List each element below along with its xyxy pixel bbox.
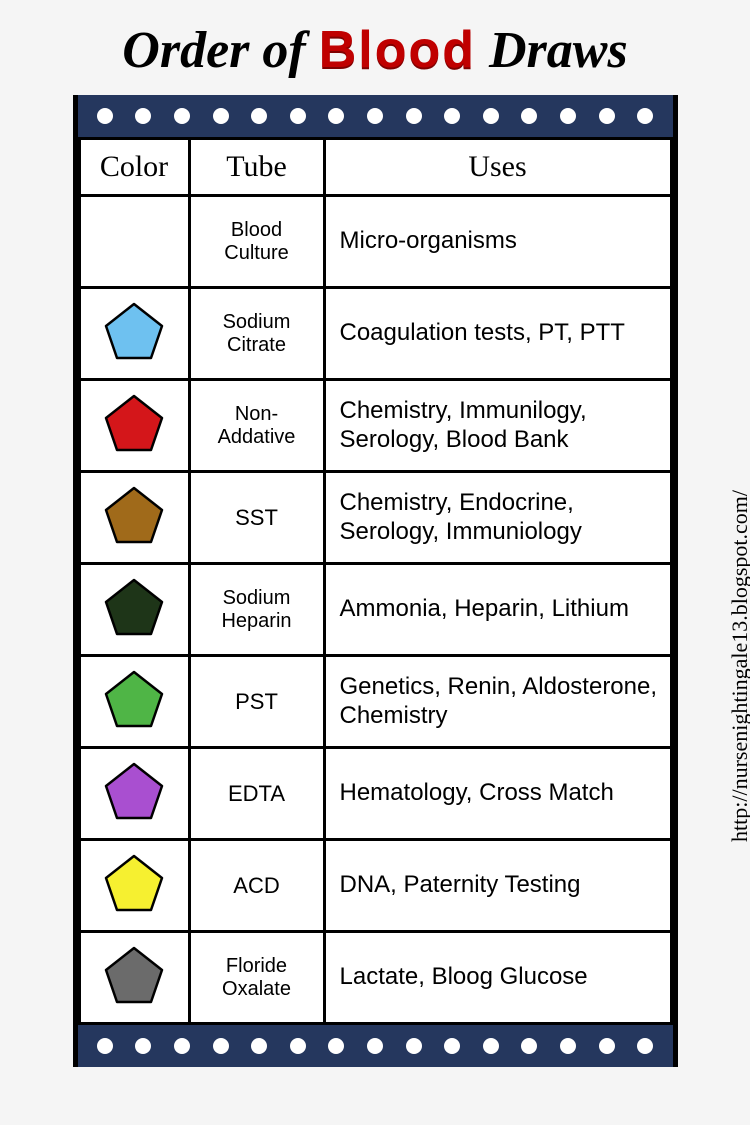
film-dot	[637, 1038, 653, 1054]
film-dot	[135, 108, 151, 124]
film-dot	[406, 108, 422, 124]
uses-cell: DNA, Paternity Testing	[324, 840, 671, 932]
film-dot	[97, 108, 113, 124]
pentagon-icon	[102, 392, 166, 454]
film-dot	[290, 1038, 306, 1054]
table-row: Floride Oxalate Lactate, Bloog Glucose	[79, 932, 671, 1024]
film-dot	[174, 108, 190, 124]
film-dot	[483, 108, 499, 124]
pentagon-icon	[102, 760, 166, 822]
film-strip-top	[78, 95, 673, 137]
title-part2: Draws	[476, 22, 628, 79]
film-dot	[290, 108, 306, 124]
tube-cell: ACD	[189, 840, 324, 932]
pentagon-icon	[102, 668, 166, 730]
film-dot	[560, 108, 576, 124]
tube-cell: SST	[189, 472, 324, 564]
film-dot	[174, 1038, 190, 1054]
uses-cell: Genetics, Renin, Aldosterone, Chemistry	[324, 656, 671, 748]
film-dot	[97, 1038, 113, 1054]
uses-cell: Ammonia, Heparin, Lithium	[324, 564, 671, 656]
film-dot	[213, 1038, 229, 1054]
table-row: ACD DNA, Paternity Testing	[79, 840, 671, 932]
film-dot	[444, 108, 460, 124]
film-dot	[444, 1038, 460, 1054]
table-row: Blood Culture Micro-organisms	[79, 196, 671, 288]
uses-cell: Chemistry, Immunilogy, Serology, Blood B…	[324, 380, 671, 472]
title-part1: Order of	[122, 22, 318, 79]
film-dot	[251, 108, 267, 124]
table-row: EDTA Hematology, Cross Match	[79, 748, 671, 840]
film-dot	[560, 1038, 576, 1054]
blood-draw-table: Color Tube Uses Blood Culture Micro-orga…	[78, 137, 673, 1025]
table-row: SST Chemistry, Endocrine, Serology, Immu…	[79, 472, 671, 564]
uses-cell: Coagulation tests, PT, PTT	[324, 288, 671, 380]
uses-cell: Chemistry, Endocrine, Serology, Immuniol…	[324, 472, 671, 564]
tube-cell: Sodium Heparin	[189, 564, 324, 656]
uses-cell: Lactate, Bloog Glucose	[324, 932, 671, 1024]
color-cell	[79, 472, 189, 564]
pentagon-icon	[102, 944, 166, 1006]
tube-cell: Sodium Citrate	[189, 288, 324, 380]
color-cell	[79, 380, 189, 472]
uses-cell: Micro-organisms	[324, 196, 671, 288]
pentagon-icon	[102, 484, 166, 546]
color-cell	[79, 656, 189, 748]
color-cell	[79, 748, 189, 840]
film-dot	[213, 108, 229, 124]
table-header-row: Color Tube Uses	[79, 139, 671, 196]
film-dot	[367, 1038, 383, 1054]
pentagon-icon	[102, 852, 166, 914]
page-title: Order of Blood Draws	[0, 0, 750, 95]
film-dot	[599, 1038, 615, 1054]
table-row: Non-Addative Chemistry, Immunilogy, Sero…	[79, 380, 671, 472]
film-dot	[406, 1038, 422, 1054]
color-cell	[79, 932, 189, 1024]
tube-cell: EDTA	[189, 748, 324, 840]
table-row: Sodium Heparin Ammonia, Heparin, Lithium	[79, 564, 671, 656]
source-url: http://nursenightingale13.blogspot.com/	[727, 490, 750, 842]
table-row: PST Genetics, Renin, Aldosterone, Chemis…	[79, 656, 671, 748]
color-cell	[79, 564, 189, 656]
film-dot	[637, 108, 653, 124]
header-uses: Uses	[324, 139, 671, 196]
tube-cell: Non-Addative	[189, 380, 324, 472]
tube-cell: Floride Oxalate	[189, 932, 324, 1024]
table-row: Sodium Citrate Coagulation tests, PT, PT…	[79, 288, 671, 380]
table-frame: Color Tube Uses Blood Culture Micro-orga…	[73, 95, 678, 1067]
header-color: Color	[79, 139, 189, 196]
uses-cell: Hematology, Cross Match	[324, 748, 671, 840]
color-cell	[79, 288, 189, 380]
title-blood: Blood	[319, 21, 476, 79]
header-tube: Tube	[189, 139, 324, 196]
film-dot	[483, 1038, 499, 1054]
film-dot	[251, 1038, 267, 1054]
pentagon-icon	[102, 300, 166, 362]
film-dot	[599, 108, 615, 124]
film-dot	[328, 1038, 344, 1054]
tube-cell: Blood Culture	[189, 196, 324, 288]
film-strip-bottom	[78, 1025, 673, 1067]
film-dot	[367, 108, 383, 124]
film-dot	[328, 108, 344, 124]
color-cell	[79, 840, 189, 932]
film-dot	[135, 1038, 151, 1054]
film-dot	[521, 108, 537, 124]
tube-cell: PST	[189, 656, 324, 748]
film-dot	[521, 1038, 537, 1054]
color-cell	[79, 196, 189, 288]
pentagon-icon	[102, 576, 166, 638]
